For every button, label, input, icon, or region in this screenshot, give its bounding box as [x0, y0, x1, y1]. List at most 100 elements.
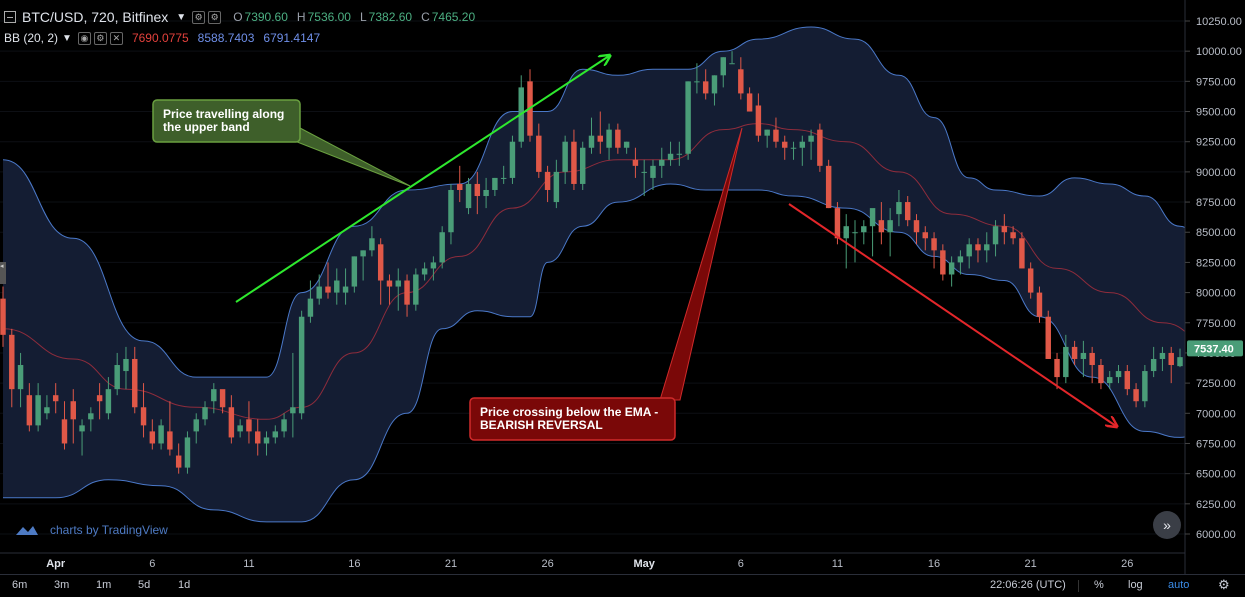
- candle-body: [1150, 358, 1157, 372]
- candle-body: [1115, 371, 1122, 378]
- symbol-title[interactable]: BTC/USD, 720, Bitfinex: [22, 9, 169, 25]
- candle: [782, 135, 788, 160]
- scroll-to-realtime-button[interactable]: »: [1153, 511, 1181, 539]
- candle-body: [975, 244, 981, 251]
- candle: [641, 159, 647, 197]
- clock-time[interactable]: 22:06:26 (UTC): [990, 579, 1066, 591]
- candle: [492, 177, 498, 197]
- side-panel-handle[interactable]: ◂: [0, 262, 6, 284]
- candle-body: [1124, 371, 1131, 390]
- close-icon[interactable]: ✕: [109, 31, 123, 45]
- gear-icon[interactable]: ⚙: [93, 31, 107, 45]
- candle-body: [632, 159, 639, 166]
- collapse-icon[interactable]: [4, 11, 16, 23]
- candle: [773, 117, 779, 148]
- candle: [17, 352, 24, 408]
- candle-body: [685, 81, 691, 154]
- candle-body: [158, 425, 164, 444]
- percent-toggle[interactable]: %: [1094, 579, 1104, 591]
- candle: [246, 401, 252, 444]
- log-toggle[interactable]: log: [1128, 579, 1143, 591]
- candle-body: [904, 202, 911, 221]
- price-tick-label: 6250.00: [1196, 499, 1236, 511]
- candle-body: [0, 298, 6, 335]
- candle: [702, 69, 709, 100]
- candle: [817, 123, 823, 172]
- time-tick-label: 21: [445, 558, 457, 570]
- candle-body: [237, 425, 243, 432]
- auto-toggle[interactable]: auto: [1168, 579, 1190, 591]
- candle: [9, 328, 15, 408]
- chevron-down-icon[interactable]: ▼: [62, 32, 72, 44]
- high-label: H: [296, 10, 306, 24]
- candle: [439, 226, 445, 269]
- candle: [588, 117, 595, 154]
- candle-body: [492, 177, 498, 190]
- candle-body: [1036, 292, 1043, 317]
- time-tick-label: 26: [541, 558, 553, 570]
- price-tick-label: 6000.00: [1196, 529, 1236, 541]
- candle: [1150, 346, 1157, 378]
- time-tick-label: 26: [1121, 558, 1133, 570]
- candle: [711, 75, 718, 106]
- candle: [948, 256, 955, 287]
- candle: [1142, 365, 1148, 408]
- watermark-text: charts by TradingView: [50, 523, 168, 537]
- tradingview-watermark[interactable]: charts by TradingView: [14, 523, 168, 537]
- price-tick-label: 7000.00: [1196, 408, 1236, 420]
- candle-body: [702, 81, 709, 94]
- candle: [1027, 262, 1034, 299]
- eye-icon[interactable]: ◉: [77, 31, 91, 45]
- time-tick-label: 16: [348, 558, 360, 570]
- settings-icon[interactable]: ⚙: [192, 10, 206, 24]
- candle-body: [175, 455, 182, 468]
- candle: [1133, 383, 1139, 408]
- candle: [509, 135, 516, 184]
- chevron-down-icon[interactable]: ▼: [176, 11, 187, 23]
- indicator-name[interactable]: BB (20, 2): [4, 31, 59, 45]
- indicator-legend: BB (20, 2) ▼ ◉ ⚙ ✕ 7690.0775 8588.7403 6…: [4, 29, 320, 47]
- candle: [544, 165, 551, 203]
- range-1d[interactable]: 1d: [178, 579, 191, 591]
- candle: [1054, 352, 1060, 390]
- time-tick-label: 6: [738, 558, 744, 570]
- candle-body: [746, 93, 753, 112]
- candle-body: [711, 75, 718, 94]
- candle-body: [448, 189, 454, 233]
- candle-body: [852, 232, 858, 234]
- candle: [975, 238, 981, 263]
- candle: [755, 93, 762, 142]
- candle: [457, 165, 463, 203]
- range-1m[interactable]: 1m: [96, 579, 112, 591]
- candle-body: [167, 431, 173, 450]
- range-6m[interactable]: 6m: [12, 579, 28, 591]
- candle: [966, 238, 972, 269]
- candle-body: [861, 226, 867, 233]
- candle-body: [922, 232, 928, 239]
- candle-body: [316, 286, 322, 299]
- range-3m[interactable]: 3m: [54, 579, 70, 591]
- candle: [992, 220, 999, 257]
- candle: [1019, 232, 1025, 269]
- low-value: 7382.60: [368, 10, 413, 24]
- time-tick-label: Apr: [46, 558, 66, 570]
- candle: [44, 395, 50, 420]
- candle: [694, 63, 700, 94]
- candle-body: [764, 129, 770, 136]
- candle-body: [825, 165, 832, 209]
- close-value: 7465.20: [431, 10, 476, 24]
- candle: [887, 208, 893, 257]
- price-tick-label: 7250.00: [1196, 378, 1236, 390]
- candle-body: [992, 226, 999, 245]
- candle-body: [896, 202, 902, 215]
- price-axis-bg: [1185, 0, 1245, 574]
- gear-icon[interactable]: ⚙: [208, 10, 222, 24]
- open-value: 7390.60: [244, 10, 288, 24]
- candle: [869, 208, 876, 257]
- range-5d[interactable]: 5d: [138, 579, 151, 591]
- candle-body: [623, 141, 630, 148]
- candle: [298, 310, 305, 420]
- candle-body: [228, 407, 235, 438]
- gear-icon[interactable]: ⚙: [1218, 577, 1230, 592]
